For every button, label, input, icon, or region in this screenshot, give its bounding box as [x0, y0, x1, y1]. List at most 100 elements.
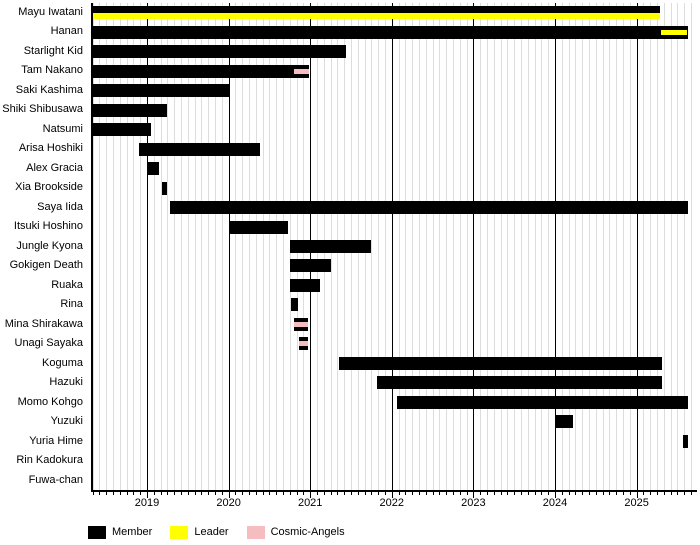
gridline-month — [262, 3, 264, 490]
timeline-row-label: Koguma — [42, 356, 83, 369]
gridline-month — [221, 3, 223, 490]
gridline-month — [493, 3, 495, 490]
gridline-month — [283, 3, 284, 490]
tick-month — [657, 492, 658, 495]
timeline-row-label: Jungle Kyona — [16, 239, 83, 252]
tick-month — [323, 492, 325, 495]
gridline-month — [521, 3, 522, 490]
tick-month — [568, 492, 570, 495]
gridline-month — [187, 3, 189, 490]
timeline-row-label: Ruaka — [51, 278, 83, 291]
tick-month — [453, 492, 454, 495]
timeline-bar — [161, 181, 168, 195]
tick-month — [663, 492, 665, 495]
axis-year-label: 2022 — [379, 497, 405, 509]
timeline-bar — [293, 317, 308, 331]
tick-year — [310, 492, 312, 498]
tick-year — [391, 492, 393, 498]
tick-month — [235, 492, 237, 495]
gridline-month — [575, 3, 577, 490]
tick-month — [167, 492, 169, 495]
tick-month — [514, 492, 516, 495]
axis-year-label: 2021 — [297, 497, 323, 509]
tick-month — [187, 492, 189, 495]
gridline-month — [602, 3, 604, 490]
legend: Member Leader Cosmic-Angels — [88, 526, 345, 539]
gridline-month — [174, 3, 176, 490]
tick-month — [140, 492, 142, 495]
gridline-month — [126, 3, 128, 490]
gridline-month — [595, 3, 597, 490]
tick-month — [623, 492, 624, 495]
gridline-month — [446, 3, 448, 490]
gridline-month — [650, 3, 652, 490]
timeline-bar — [91, 45, 347, 59]
tick-month — [589, 492, 590, 495]
gridline-year — [147, 3, 148, 490]
timeline-bar — [338, 356, 662, 370]
gridline-month — [548, 3, 550, 490]
tick-month — [303, 492, 305, 495]
tick-year — [555, 492, 556, 498]
tick-month — [507, 492, 509, 495]
axis-year-label: 2019 — [134, 497, 160, 509]
timeline-row-label: Hanan — [50, 25, 83, 38]
timeline-bar-overlay — [293, 68, 309, 74]
tick-month — [521, 492, 522, 495]
timeline-row-label: Shiki Shibusawa — [2, 103, 83, 116]
gridline-month — [92, 3, 94, 490]
tick-month — [378, 492, 380, 495]
tick-month — [487, 492, 488, 495]
tick-month — [153, 492, 155, 495]
gridline-month — [657, 3, 658, 490]
gridline-month — [459, 3, 461, 490]
legend-label: Member — [112, 526, 153, 538]
tick-month — [249, 492, 250, 495]
tick-month — [677, 492, 679, 495]
timeline-bar — [289, 240, 371, 253]
timeline-bar — [555, 415, 573, 429]
timeline-row-label: Tam Nakano — [21, 64, 83, 77]
timeline-row-label: Yuzuki — [50, 415, 83, 428]
tick-month — [541, 492, 543, 495]
tick-month — [595, 492, 597, 495]
legend-item: Cosmic-Angels — [246, 526, 345, 539]
tick-month — [160, 492, 162, 495]
timeline-bar — [91, 64, 310, 78]
tick-month — [419, 492, 420, 495]
timeline-row-label: Momo Kohgo — [17, 395, 83, 408]
gridline-month — [500, 3, 502, 490]
gridline-month — [167, 3, 169, 490]
timeline-row-label: Gokigen Death — [9, 259, 83, 272]
gridline-month — [432, 3, 434, 490]
gridline-month — [235, 3, 237, 490]
gridline-month — [425, 3, 427, 490]
tick-month — [289, 492, 291, 495]
tick-month — [561, 492, 563, 495]
gridline-month — [507, 3, 509, 490]
tick-month — [283, 492, 284, 495]
tick-month — [99, 492, 101, 495]
tick-month — [602, 492, 604, 495]
gridline-month — [439, 3, 441, 490]
timeline-bar — [91, 6, 661, 20]
tick-month — [113, 492, 114, 495]
timeline-row-label: Yuria Hime — [29, 434, 83, 447]
timeline-bar — [289, 278, 320, 292]
tick-month — [119, 492, 121, 495]
timeline-row-label: Natsumi — [42, 122, 83, 135]
tick-month — [684, 492, 686, 495]
legend-item: Member — [88, 526, 152, 539]
tick-month — [337, 492, 339, 495]
timeline-row-label: Mayu Iwatani — [18, 6, 83, 18]
x-axis-line — [91, 490, 697, 492]
tick-month — [493, 492, 495, 495]
timeline-bar — [91, 123, 152, 137]
timeline-bar — [138, 142, 261, 156]
gridline-month — [249, 3, 250, 490]
gridline-month — [194, 3, 196, 490]
gridline-year — [636, 3, 638, 490]
tick-month — [262, 492, 264, 495]
tick-month — [412, 492, 414, 495]
